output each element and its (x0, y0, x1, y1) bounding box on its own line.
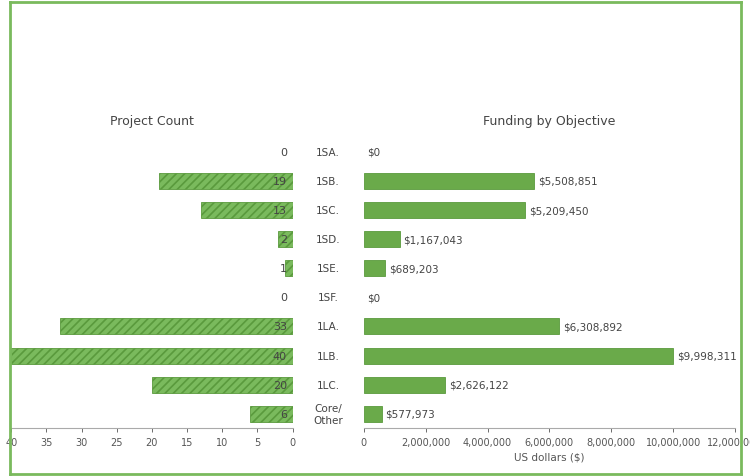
Text: 40: 40 (273, 351, 286, 361)
Bar (364, 232, 400, 248)
Bar (364, 406, 382, 422)
Bar (364, 377, 445, 393)
Text: $9,998,311: $9,998,311 (676, 351, 736, 361)
Text: 1SC.: 1SC. (316, 206, 340, 216)
Bar (364, 174, 534, 189)
Bar (201, 203, 292, 218)
Text: 1LC.: 1LC. (316, 380, 340, 390)
Text: $577,973: $577,973 (386, 409, 435, 419)
Bar (152, 377, 292, 393)
Bar (364, 203, 525, 218)
Text: 13: 13 (273, 206, 286, 216)
Bar (11, 348, 292, 364)
Text: Question 1 - Screening and Diagnosis: Question 1 - Screening and Diagnosis (251, 43, 500, 56)
Text: $0: $0 (368, 293, 380, 303)
Text: 0: 0 (280, 293, 286, 303)
Text: 1SF.: 1SF. (318, 293, 338, 303)
Bar (286, 261, 292, 277)
Text: 20: 20 (273, 380, 286, 390)
Text: 1LA.: 1LA. (316, 322, 340, 332)
Text: $2,626,122: $2,626,122 (448, 380, 509, 390)
Text: $0: $0 (368, 148, 380, 158)
Text: Number of Projects: 134: Number of Projects: 134 (295, 91, 456, 104)
Bar (364, 348, 673, 364)
Text: 1: 1 (280, 264, 286, 274)
Bar (364, 319, 559, 335)
Bar (61, 319, 292, 335)
Text: $5,508,851: $5,508,851 (538, 177, 598, 187)
Text: $689,203: $689,203 (388, 264, 439, 274)
Text: 1SD.: 1SD. (316, 235, 340, 245)
Bar (364, 261, 385, 277)
Text: Core/
Other: Core/ Other (314, 403, 343, 425)
Bar (159, 174, 292, 189)
Text: $5,209,450: $5,209,450 (529, 206, 588, 216)
Text: $1,167,043: $1,167,043 (404, 235, 464, 245)
Text: Total Funding: $32,085,844: Total Funding: $32,085,844 (285, 67, 466, 79)
Text: Funding by Objective: Funding by Objective (483, 115, 616, 128)
Text: 1SB.: 1SB. (316, 177, 340, 187)
Text: 6: 6 (280, 409, 286, 419)
Text: 33: 33 (273, 322, 286, 332)
Text: $6,308,892: $6,308,892 (562, 322, 622, 332)
X-axis label: US dollars ($): US dollars ($) (514, 452, 585, 462)
Text: 19: 19 (273, 177, 286, 187)
Text: 1LB.: 1LB. (316, 351, 340, 361)
Text: 0: 0 (280, 148, 286, 158)
Text: 1SE.: 1SE. (316, 264, 340, 274)
Text: Project Count: Project Count (110, 115, 194, 128)
Text: 1SA.: 1SA. (316, 148, 340, 158)
Bar (251, 406, 292, 422)
Bar (278, 232, 292, 248)
Text: 2015: 2015 (350, 20, 400, 38)
Text: 2: 2 (280, 235, 286, 245)
